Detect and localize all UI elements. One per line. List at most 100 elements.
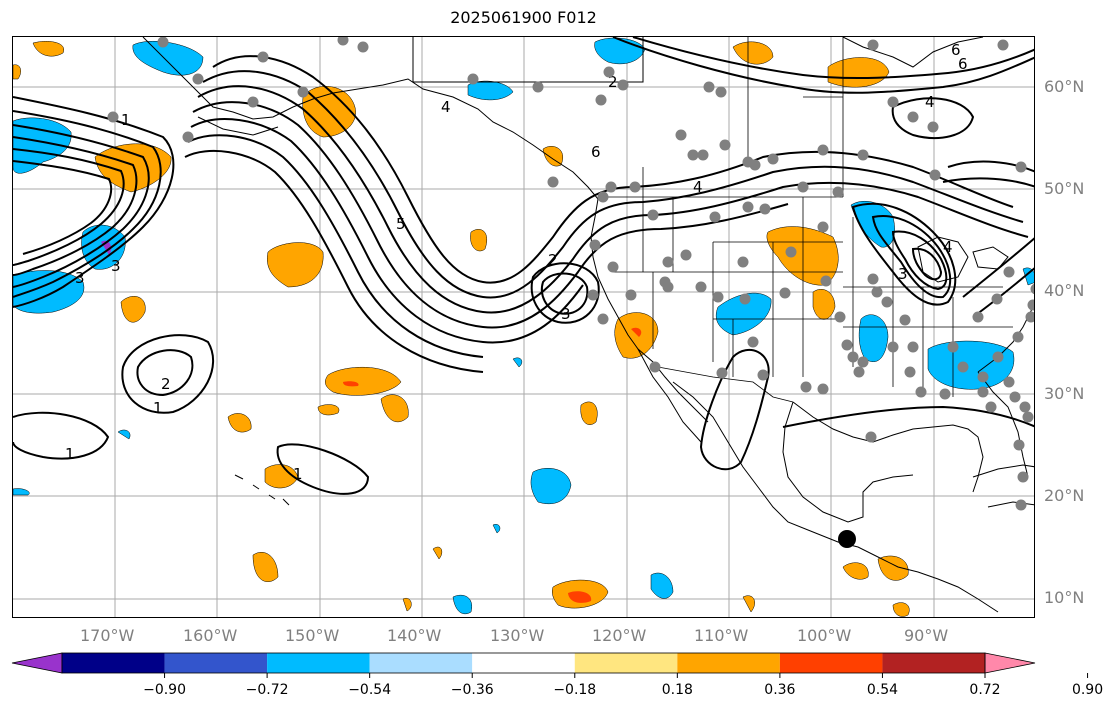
strong-positive-shading xyxy=(343,327,642,603)
colorbar-segment xyxy=(779,653,883,673)
contour-label: 3 xyxy=(898,265,908,283)
station-dot xyxy=(1017,471,1029,483)
station-dot xyxy=(832,186,844,198)
station-dot xyxy=(747,336,759,348)
station-dot xyxy=(957,361,969,373)
station-dot xyxy=(595,94,607,106)
station-dot xyxy=(617,79,629,91)
map-panel: 1 2 3 4 5 6 4 2 3 2 1 1 1 3 6 4 6 4 3 xyxy=(12,36,1035,618)
station-dot xyxy=(992,351,1004,363)
contour-label: 2 xyxy=(548,251,558,269)
station-dot xyxy=(749,159,761,171)
latitude-label: 60°N xyxy=(1044,77,1085,96)
station-dot xyxy=(887,96,899,108)
station-dot xyxy=(817,221,829,233)
station-dot xyxy=(947,341,959,353)
colorbar-segment xyxy=(677,653,780,673)
latitude-label: 40°N xyxy=(1044,281,1085,300)
station-dot xyxy=(662,281,674,293)
contour-value-labels: 1 2 3 4 5 6 4 2 3 2 1 1 1 3 6 4 6 4 3 xyxy=(65,41,968,483)
station-dot xyxy=(857,356,869,368)
station-dot xyxy=(820,275,832,287)
station-dot xyxy=(357,41,369,53)
station-dot xyxy=(337,37,349,46)
latitude-label: 10°N xyxy=(1044,588,1085,607)
station-dot xyxy=(899,314,911,326)
longitude-label: 120°W xyxy=(592,626,647,645)
colorbar-tick-label: 0.90 xyxy=(1071,682,1104,698)
colorbar-outline xyxy=(61,652,986,674)
contour-label: 1 xyxy=(153,399,163,417)
station-dot xyxy=(817,144,829,156)
station-dot xyxy=(881,296,893,308)
colorbar-tick-label: 0.36 xyxy=(764,682,796,698)
contour-label: 4 xyxy=(693,178,703,196)
station-dot xyxy=(587,289,599,301)
longitude-label: 140°W xyxy=(387,626,442,645)
colorbar-segment xyxy=(472,653,575,673)
station-dot xyxy=(841,339,853,351)
station-dot xyxy=(716,367,728,379)
longitude-label: 160°W xyxy=(183,626,238,645)
station-dot xyxy=(767,153,779,165)
contour-label: 5 xyxy=(396,215,406,233)
colorbar-tick-label: −0.36 xyxy=(450,682,494,698)
station-dot xyxy=(800,381,812,393)
station-dot xyxy=(985,401,997,413)
station-dot xyxy=(785,246,797,258)
colorbar-tick-label: −0.18 xyxy=(553,682,597,698)
longitude-label: 100°W xyxy=(797,626,852,645)
map-title: 2025061900 F012 xyxy=(450,8,597,27)
station-dot xyxy=(605,181,617,193)
colorbar-segment xyxy=(882,653,985,673)
longitude-label: 130°W xyxy=(490,626,545,645)
station-dot xyxy=(1003,266,1015,278)
station-dot xyxy=(977,371,989,383)
station-dot xyxy=(915,386,927,398)
station-dot xyxy=(695,281,707,293)
state-borders xyxy=(603,37,1013,403)
station-dot xyxy=(709,211,721,223)
station-dot xyxy=(719,139,731,151)
station-dot xyxy=(597,313,609,325)
map-canvas: 1 2 3 4 5 6 4 2 3 2 1 1 1 3 6 4 6 4 3 xyxy=(13,37,1034,617)
station-dot xyxy=(1012,331,1024,343)
colorbar-tick-label: 0.18 xyxy=(661,682,693,698)
latitude-label: 30°N xyxy=(1044,384,1085,403)
station-dot xyxy=(247,96,259,108)
station-dot xyxy=(647,209,659,221)
colorbar-tick-label: −0.54 xyxy=(348,682,392,698)
station-dot xyxy=(1027,299,1034,311)
station-dot xyxy=(757,369,769,381)
colorbar-extend-max xyxy=(984,652,1036,674)
featured-station-marker xyxy=(838,530,856,548)
station-dot xyxy=(867,39,879,51)
station-dot xyxy=(1003,376,1015,388)
station-dot xyxy=(1009,391,1021,403)
contour-label: 4 xyxy=(943,238,953,256)
station-dot xyxy=(697,149,709,161)
longitude-label: 110°W xyxy=(694,626,749,645)
colorbar-segments xyxy=(11,652,1036,674)
colorbar-extend-min xyxy=(11,652,63,674)
contour-label: 1 xyxy=(293,465,303,483)
colorbar-tick-label: 0.54 xyxy=(866,682,899,698)
station-dot xyxy=(907,341,919,353)
station-dot xyxy=(742,201,754,213)
contour-label: 4 xyxy=(441,98,451,116)
station-dot xyxy=(712,291,724,303)
coastlines xyxy=(142,37,1034,613)
station-dot xyxy=(625,289,637,301)
station-dot xyxy=(532,81,544,93)
station-dot xyxy=(1019,401,1031,413)
longitude-label: 90°W xyxy=(904,626,949,645)
station-dot xyxy=(649,361,661,373)
station-dot xyxy=(857,149,869,161)
station-dot xyxy=(192,73,204,85)
contour-label: 6 xyxy=(958,55,968,73)
latitude-label: 20°N xyxy=(1044,486,1085,505)
contour-label: 4 xyxy=(925,93,935,111)
station-dot xyxy=(991,293,1003,305)
colorbar-tick-label: 0.72 xyxy=(969,682,1001,698)
station-dot xyxy=(929,169,941,181)
